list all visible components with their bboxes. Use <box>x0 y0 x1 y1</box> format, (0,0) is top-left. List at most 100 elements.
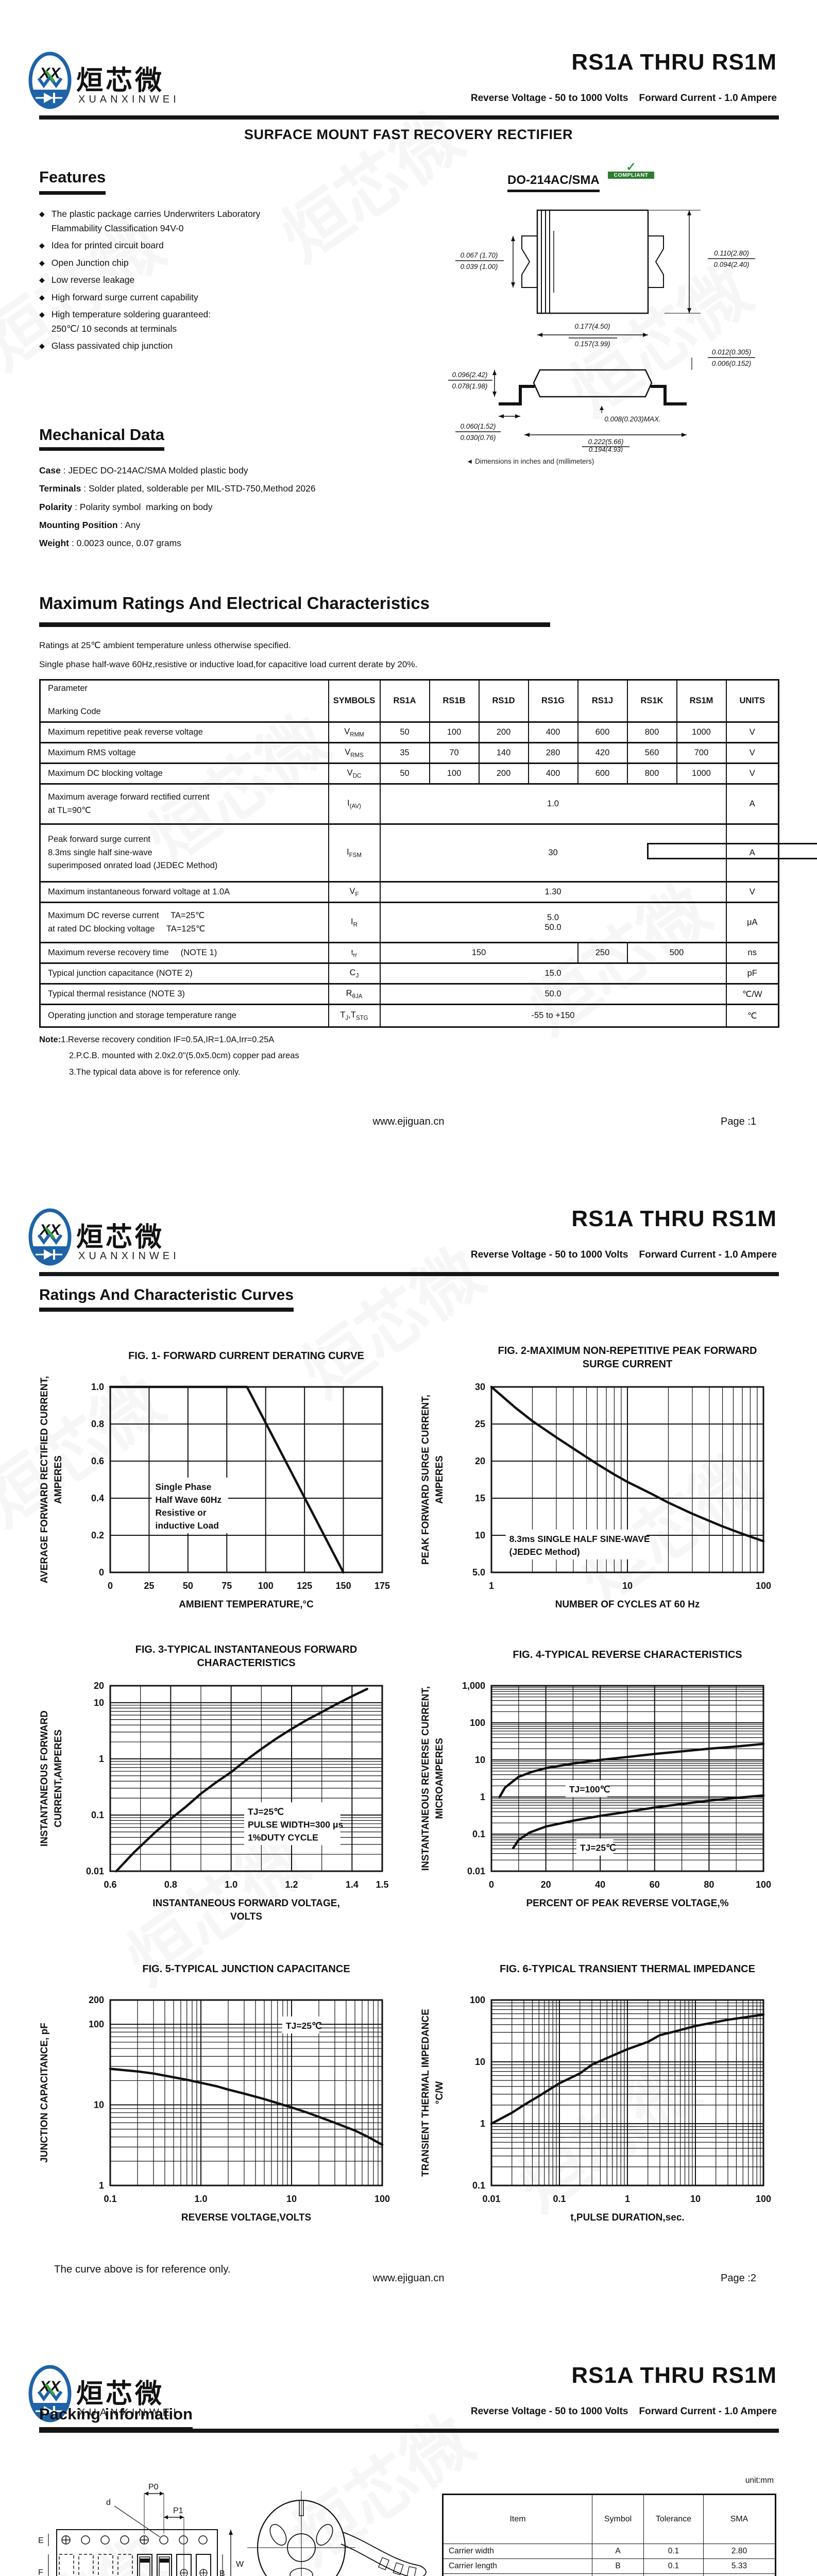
svg-text:20: 20 <box>94 1681 104 1691</box>
table-cell: B <box>592 2558 644 2574</box>
svg-text:AVERAGE FORWARD RECTIFIED CURR: AVERAGE FORWARD RECTIFIED CURRENT, <box>39 1376 50 1584</box>
diamond-bullet-icon: ◆ <box>39 342 45 350</box>
ratings-heading: Maximum Ratings And Electrical Character… <box>39 594 430 613</box>
svg-text:40: 40 <box>595 1879 605 1890</box>
svg-text:°C/W: °C/W <box>434 2081 445 2105</box>
table-header-row: Item Symbol Tolerance SMA <box>442 2494 776 2544</box>
svg-text:E: E <box>38 2536 44 2545</box>
table-row: Peak forward surge current 8.3ms single h… <box>39 823 779 883</box>
figure-1-forward-current-derating: Single Phase Half Wave 60Hz Resistive or in… <box>34 1340 400 1636</box>
svg-text:0.8: 0.8 <box>91 1419 104 1429</box>
symbol-cell: VDC <box>328 762 381 785</box>
table-row: Maximum instantaneous forward voltage at… <box>39 881 779 903</box>
svg-text:1: 1 <box>489 1581 494 1591</box>
carrier-tape-drawing: E F d P0 P1 W B A P T C <box>38 2483 244 2576</box>
rohs-logo: ✓ RoHS COMPLIANT <box>608 161 817 859</box>
svg-text:0.4: 0.4 <box>91 1493 104 1503</box>
svg-text:20: 20 <box>475 1456 485 1466</box>
svg-text:75: 75 <box>222 1581 232 1591</box>
svg-text:0.157(3.99): 0.157(3.99) <box>574 340 610 348</box>
svg-text:0: 0 <box>99 1567 104 1578</box>
series-RθJA(t) <box>490 2013 765 2125</box>
footer-url: www.ejiguan.cn <box>372 1116 445 1127</box>
svg-text:0.006(0.152): 0.006(0.152) <box>712 360 752 367</box>
svg-text:0.1: 0.1 <box>472 2180 485 2191</box>
svg-text:0.096(2.42): 0.096(2.42) <box>452 371 487 379</box>
features-heading: Features <box>39 166 106 195</box>
package-caption: ◄ Dimensions in inches and (millimeters) <box>466 457 594 465</box>
symbol-cell: VRMS <box>328 742 381 764</box>
figure-4-reverse-characteristics: TJ=100℃ TJ=25℃ FIG. 4-TYPICAL REVERSE CHAR… <box>415 1638 781 1935</box>
table-row: Typical thermal resistance (NOTE 3) RθJA… <box>39 983 779 1005</box>
svg-text:0.2: 0.2 <box>91 1530 104 1540</box>
svg-text:INSTANTANEOUS FORWARD VOLTAGE,: INSTANTANEOUS FORWARD VOLTAGE, <box>152 1898 339 1909</box>
svg-text:PULSE WIDTH=300 μs: PULSE WIDTH=300 μs <box>248 1819 344 1829</box>
table-cell: 0.1 <box>643 2544 704 2559</box>
svg-text:100: 100 <box>258 1581 274 1591</box>
table-cell: 2.80 <box>703 2544 776 2559</box>
svg-text:25: 25 <box>475 1419 485 1429</box>
svg-text:AMPERES: AMPERES <box>53 1455 64 1504</box>
svg-text:25: 25 <box>144 1581 154 1591</box>
feature-item: ◆ High temperature soldering guaranteed: 2… <box>39 308 348 335</box>
svg-text:0.1: 0.1 <box>104 2194 116 2204</box>
symbol-cell: IFSM <box>328 823 381 883</box>
svg-text:d: d <box>106 2498 111 2507</box>
svg-text:REVERSE VOLTAGE,VOLTS: REVERSE VOLTAGE,VOLTS <box>181 2212 311 2223</box>
svg-text:TJ=100℃: TJ=100℃ <box>569 1784 610 1794</box>
table-cell: C <box>592 2573 644 2576</box>
svg-text:30: 30 <box>475 1382 485 1392</box>
svg-text:10: 10 <box>690 2194 701 2204</box>
svg-text:AMBIENT TEMPERATURE,°C: AMBIENT TEMPERATURE,°C <box>179 1599 314 1610</box>
svg-text:1: 1 <box>480 2119 485 2129</box>
svg-text:0.012(0.305): 0.012(0.305) <box>712 348 752 356</box>
table-row: Carrier length B 0.1 5.33 <box>442 2558 776 2574</box>
figure-6-transient-thermal: FIG. 6-TYPICAL TRANSIENT THERMAL IMPEDAN… <box>415 1953 781 2249</box>
header-rule <box>39 115 779 120</box>
svg-text:0.008(0.203)MAX.: 0.008(0.203)MAX. <box>604 415 661 423</box>
figure-2-peak-forward-surge: 8.3ms SINGLE HALF SINE-WAVE (JEDEC Method… <box>415 1340 781 1636</box>
page-3: 烜芯微 烜芯微 烜芯微 烜芯微 烜芯微 烜芯微 XUANXINWEI RS1A … <box>0 2313 817 2576</box>
ratings-condition-2: Single phase half-wave 60Hz,resistive or… <box>39 659 418 669</box>
svg-text:PERCENT OF PEAK REVERSE VOLTAG: PERCENT OF PEAK REVERSE VOLTAGE,% <box>526 1898 728 1909</box>
feature-item: ◆ Idea for printed circuit board <box>39 239 348 252</box>
package-outline-drawing: 0.067 (1.70) 0.039 (1.00) 0.110(2.80) 0.… <box>448 209 755 452</box>
document-title: SURFACE MOUNT FAST RECOVERY RECTIFIER <box>244 127 573 142</box>
table-cell: Carrier depth <box>442 2573 592 2576</box>
svg-text:100: 100 <box>470 1995 485 2005</box>
svg-text:10: 10 <box>475 1755 485 1765</box>
svg-text:0.094(2.40): 0.094(2.40) <box>713 261 749 268</box>
reference-caption: The curve above is for reference only. <box>54 2263 231 2275</box>
table-row: Maximum repetitive peak reverse voltage … <box>39 721 779 743</box>
svg-text:B: B <box>219 2569 225 2576</box>
svg-text:AMPERES: AMPERES <box>434 1455 445 1504</box>
svg-text:0.1: 0.1 <box>553 2194 566 2204</box>
svg-text:FIG. 5-TYPICAL JUNCTION CAPACI: FIG. 5-TYPICAL JUNCTION CAPACITANCE <box>142 1963 350 1975</box>
symbol-cell: I(AV) <box>328 783 381 825</box>
page-2: 烜芯微 烜芯微 烜芯微 烜芯微 烜芯微 烜芯微 XUANXINWEI RS1A … <box>0 1157 817 2313</box>
svg-text:10: 10 <box>286 2194 297 2204</box>
svg-text:0.6: 0.6 <box>104 1879 116 1890</box>
svg-text:100: 100 <box>756 1581 771 1591</box>
svg-text:10: 10 <box>475 1530 485 1540</box>
brand-name-en: XUANXINWEI <box>78 1250 180 1262</box>
svg-text:10: 10 <box>94 1698 104 1708</box>
fig5-chart: TJ=25℃ FIG. 5-TYPICAL JUNCTION CAPACITANC… <box>39 1963 390 2223</box>
brand-name-cn: 烜芯微 <box>76 66 165 96</box>
svg-text:0.110(2.80): 0.110(2.80) <box>714 249 749 257</box>
svg-text:Half Wave 60Hz: Half Wave 60Hz <box>155 1495 222 1505</box>
package-name: DO-214AC/SMA <box>507 173 600 192</box>
series-TJ=25℃ <box>512 1794 765 1850</box>
svg-text:FIG. 1- FORWARD CURRENT DERATI: FIG. 1- FORWARD CURRENT DERATING CURVE <box>128 1350 364 1362</box>
svg-text:1: 1 <box>99 2180 104 2191</box>
svg-text:NUMBER OF CYCLES AT 60 Hz: NUMBER OF CYCLES AT 60 Hz <box>555 1599 700 1610</box>
symbol-cell: VF <box>328 881 381 903</box>
svg-text:175: 175 <box>375 1581 390 1591</box>
symbol-cell: VRMM <box>328 721 381 743</box>
svg-text:1: 1 <box>480 1792 485 1802</box>
brand-name-en: XUANXINWEI <box>78 94 180 105</box>
svg-text:1,000: 1,000 <box>462 1681 485 1691</box>
svg-text:Resistive or: Resistive or <box>155 1507 206 1518</box>
svg-text:TJ=25℃: TJ=25℃ <box>248 1806 284 1817</box>
table-row: Typical junction capacitance (NOTE 2) CJ… <box>39 962 779 985</box>
